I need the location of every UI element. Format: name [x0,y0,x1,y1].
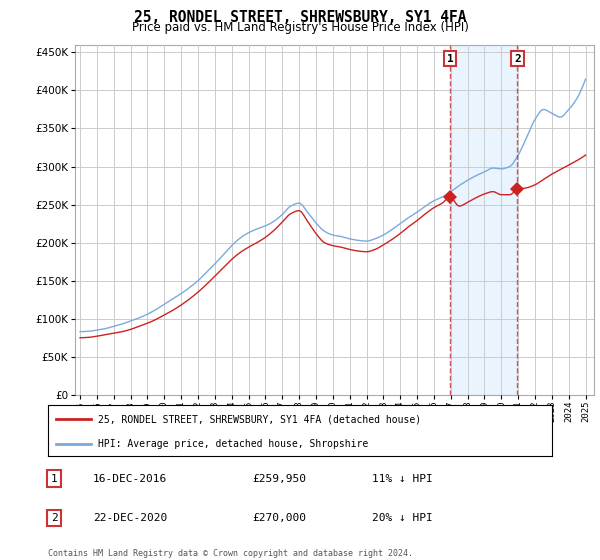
Text: Price paid vs. HM Land Registry's House Price Index (HPI): Price paid vs. HM Land Registry's House … [131,21,469,34]
Bar [450,45,517,395]
Text: 1: 1 [50,474,58,484]
Text: £270,000: £270,000 [252,513,306,523]
Text: 1: 1 [447,54,454,63]
Text: 11% ↓ HPI: 11% ↓ HPI [372,474,433,484]
Text: 2: 2 [50,513,58,523]
Text: 25, RONDEL STREET, SHREWSBURY, SY1 4FA (detached house): 25, RONDEL STREET, SHREWSBURY, SY1 4FA (… [98,414,422,424]
Text: 22-DEC-2020: 22-DEC-2020 [93,513,167,523]
Text: Contains HM Land Registry data © Crown copyright and database right 2024.
This d: Contains HM Land Registry data © Crown c… [48,549,413,560]
Text: HPI: Average price, detached house, Shropshire: HPI: Average price, detached house, Shro… [98,438,368,449]
Text: 2: 2 [514,54,521,63]
Text: 16-DEC-2016: 16-DEC-2016 [93,474,167,484]
Text: 25, RONDEL STREET, SHREWSBURY, SY1 4FA: 25, RONDEL STREET, SHREWSBURY, SY1 4FA [134,10,466,25]
Text: 20% ↓ HPI: 20% ↓ HPI [372,513,433,523]
Text: £259,950: £259,950 [252,474,306,484]
